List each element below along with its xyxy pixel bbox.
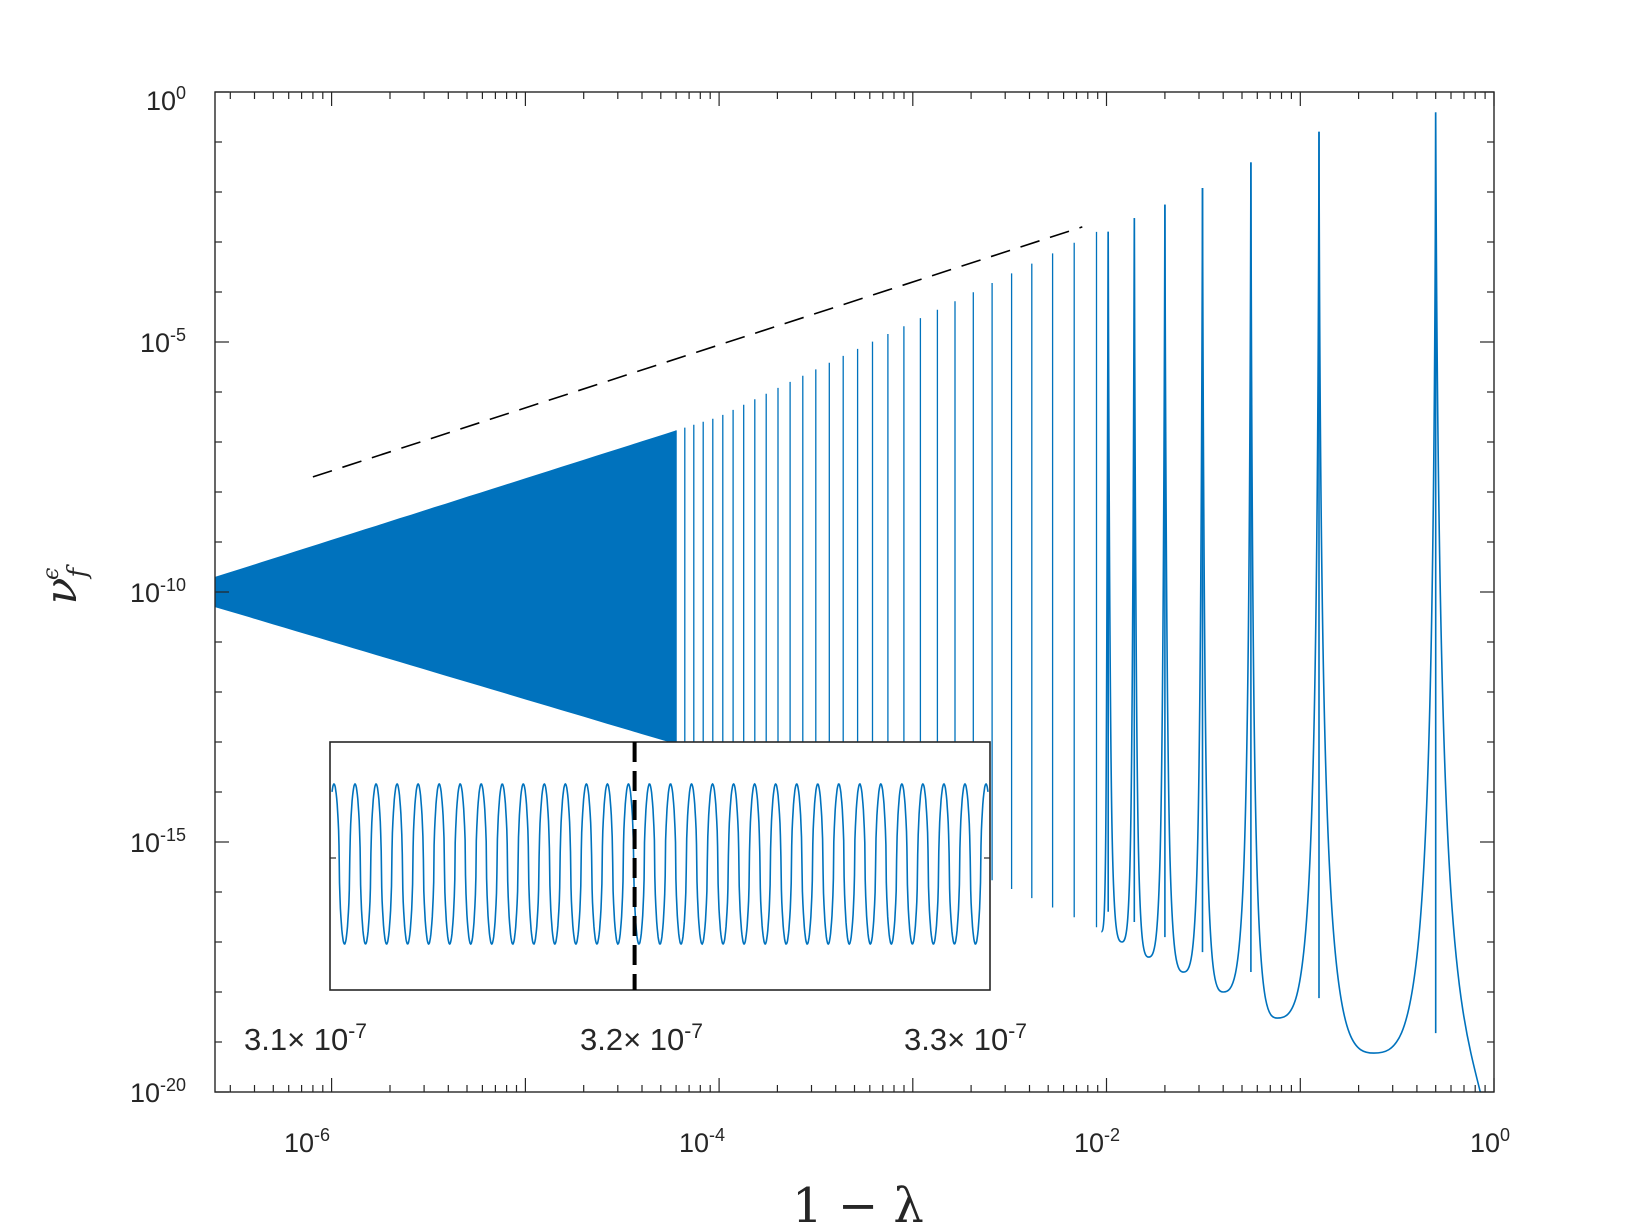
x-axis-label: 1 − λ: [792, 1178, 924, 1225]
svg-text:νfϵ: νfϵ: [36, 564, 93, 605]
inset-box: [329, 741, 991, 991]
svg-text:10-6: 10-6: [284, 1125, 330, 1158]
svg-text:10-10: 10-10: [130, 575, 186, 608]
x-tick-label: 10-4: [679, 1125, 725, 1158]
svg-text:100: 100: [1470, 1125, 1510, 1158]
y-tick-label: 10-20: [130, 1075, 186, 1108]
x-tick-label: 100: [1470, 1125, 1510, 1158]
svg-text:10-5: 10-5: [140, 325, 186, 358]
inset-oscillation-line: [331, 782, 989, 946]
axes-box: [214, 91, 1495, 1093]
reference-slope-line: [312, 226, 1083, 478]
x-tick-label: 10-6: [284, 1125, 330, 1158]
svg-text:3.2× 10-7: 3.2× 10-7: [580, 1020, 703, 1057]
axis-ticks: [215, 91, 1495, 1093]
svg-text:10-4: 10-4: [679, 1125, 725, 1158]
y-tick-label: 10-5: [140, 325, 186, 358]
svg-text:100: 100: [146, 83, 186, 116]
inset-x-tick-label: 3.1× 10-7: [244, 1020, 367, 1057]
inset-x-tick-label: 3.3× 10-7: [904, 1020, 1027, 1057]
x-tick-label: 10-2: [1074, 1125, 1120, 1158]
svg-text:10-2: 10-2: [1074, 1125, 1120, 1158]
resonance-trough-curve: [1101, 112, 1482, 1092]
dense-oscillation-envelope: [215, 430, 677, 745]
svg-text:10-15: 10-15: [130, 825, 186, 858]
y-tick-label: 10-10: [130, 575, 186, 608]
data-layer: [215, 112, 1482, 1092]
inset-x-tick-label: 3.2× 10-7: [580, 1020, 703, 1057]
inset: [329, 741, 991, 991]
y-axis-label: νfϵ: [36, 564, 93, 605]
svg-text:3.3× 10-7: 3.3× 10-7: [904, 1020, 1027, 1057]
svg-text:10-20: 10-20: [130, 1075, 186, 1108]
y-tick-label: 10-15: [130, 825, 186, 858]
y-tick-label: 100: [146, 83, 186, 116]
svg-text:3.1× 10-7: 3.1× 10-7: [244, 1020, 367, 1057]
